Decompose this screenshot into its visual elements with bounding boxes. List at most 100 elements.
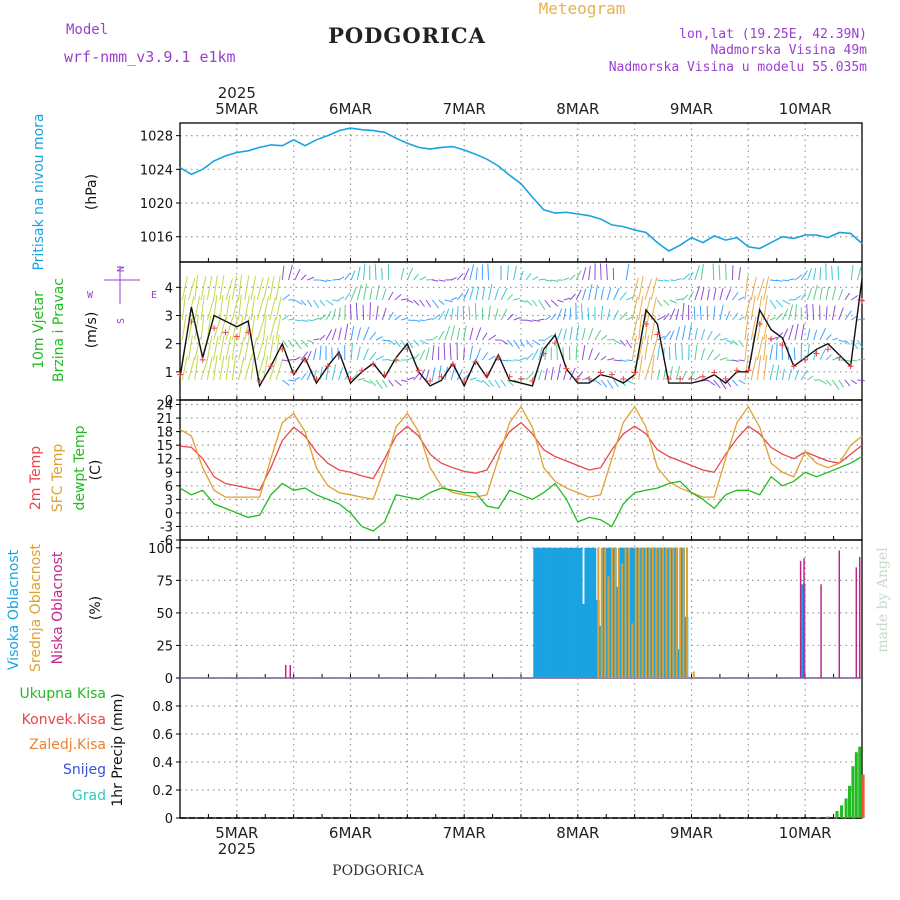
cloud-high-bar: [656, 547, 662, 678]
cloud-high-bar: [608, 547, 614, 678]
wind-gust-marker: [552, 339, 559, 346]
pressure-point: [622, 226, 624, 228]
top-day-label-1: 6MAR: [329, 100, 372, 118]
temp-dewpoint-line: [179, 455, 863, 532]
pressure-point: [474, 153, 477, 155]
pressure-point: [713, 235, 715, 237]
precip-legend-item-4: Grad: [72, 788, 106, 804]
wind-gust-marker: [529, 377, 536, 384]
cloud-high-bar: [533, 547, 539, 678]
cloud-mid-bar: [597, 547, 600, 678]
cloud-low-bar: [855, 567, 858, 678]
pressure-point: [395, 137, 397, 139]
wind-gust-marker: [813, 350, 820, 357]
pressure-point: [634, 229, 636, 231]
wind-gust-marker: [472, 358, 479, 365]
cloud-high-bar: [659, 547, 665, 678]
pressure-point: [315, 139, 317, 141]
pressure-point: [531, 196, 533, 198]
cloud-high-bar: [683, 616, 689, 678]
cloud-high-bar: [800, 584, 806, 678]
pressure-point: [565, 211, 568, 213]
cloud-high-bar: [574, 547, 580, 678]
pressure-point: [304, 145, 306, 147]
lonlat-label: lon,lat (19.25E, 42.39N): [679, 27, 867, 42]
wind-gust-marker: [222, 329, 229, 336]
cloud-mid-bar: [604, 547, 607, 678]
cloud-high-label: Visoka Oblacnost: [6, 549, 22, 670]
bottom-day-label-4: 9MAR: [670, 824, 713, 842]
y-tick-label-wind: 2: [165, 338, 173, 353]
cloud-high-bar: [604, 547, 610, 678]
cloud-high-bar: [635, 547, 641, 678]
pressure-point: [281, 145, 283, 147]
cloud-high-bar: [598, 625, 604, 678]
pressure-point: [725, 239, 727, 241]
cloud-mid-bar: [627, 547, 630, 678]
cloud-high-bar: [662, 547, 668, 678]
cloud-mid-bar: [631, 623, 634, 678]
cloud-mid-bar: [651, 547, 654, 678]
cloud-low-bar: [799, 560, 802, 678]
panel-cloud: 0 25 50 75 100: [148, 539, 863, 687]
wind-gust-marker: [518, 375, 524, 382]
y-tick-label-temperature: 12: [156, 453, 173, 468]
wind-gust-marker: [733, 367, 740, 374]
pressure-point: [690, 236, 693, 239]
cloud-mid-bar: [675, 547, 678, 678]
pressure-point: [645, 231, 647, 234]
wind-gust-marker: [324, 363, 331, 370]
cloud-high-bar: [560, 547, 566, 678]
cloud-low-bar: [289, 664, 292, 678]
top-day-label-0: 5MAR: [215, 100, 258, 118]
y-tick-label-temperature: 3: [165, 493, 173, 508]
pressure-point: [611, 224, 613, 226]
pressure-point: [361, 129, 363, 131]
cloud-unit-label: (%): [88, 596, 104, 620]
cloud-high-bar: [638, 547, 644, 678]
pressure-point: [577, 213, 579, 215]
cloud-mid-bar: [624, 547, 627, 678]
pressure-point: [497, 165, 499, 167]
top-day-label-4: 9MAR: [670, 100, 713, 118]
pressure-point: [543, 209, 545, 211]
wind-gust-marker: [506, 373, 513, 380]
pressure-point: [270, 144, 272, 146]
cloud-mid-bar: [658, 547, 661, 678]
wind-gust-marker: [540, 350, 547, 357]
credit-text: made by Angel: [875, 547, 891, 653]
wind-gust-marker: [370, 361, 377, 368]
pressure-point: [668, 250, 670, 252]
y-tick-label-temperature: -6: [160, 534, 173, 549]
pressure-point: [349, 127, 352, 129]
pressure-axis-label: Pritisak na nivou mora: [31, 113, 47, 270]
wind-gust-marker: [677, 375, 684, 382]
cloud-high-bar: [546, 547, 552, 678]
cloud-high-bar: [594, 599, 600, 678]
pressure-point: [293, 139, 295, 141]
y-tick-label-temperature: 21: [156, 412, 173, 427]
top-year-label: 2025: [218, 84, 256, 102]
wind-gust-marker: [245, 329, 252, 336]
wind-gust-marker: [461, 377, 468, 384]
wind-compass-icon: N W E S: [87, 266, 157, 324]
wind-gust-marker: [688, 375, 695, 382]
pressure-point: [372, 129, 374, 132]
wind-gust-marker: [313, 375, 320, 382]
wind-gust-marker: [859, 297, 865, 304]
pressure-point: [202, 168, 204, 170]
top-day-label-3: 8MAR: [556, 100, 599, 118]
model-name: wrf-nmm_v3.9.1 e1km: [64, 48, 236, 66]
wind-gust-marker: [188, 318, 195, 325]
pressure-point: [384, 131, 386, 133]
y-tick-label-temperature: 6: [165, 480, 173, 495]
y-tick-label-temperature: 9: [165, 466, 173, 481]
bottom-day-label-2: 7MAR: [443, 824, 486, 842]
cloud-high-bar: [553, 547, 559, 678]
pressure-point: [554, 212, 556, 214]
cloud-high-bar: [666, 547, 672, 678]
altitude-label: Nadmorska Visina 49m: [710, 43, 867, 58]
wind-unit-label: (m/s): [84, 312, 100, 349]
pressure-point: [770, 242, 772, 244]
y-tick-label-cloud: 0: [165, 672, 173, 687]
